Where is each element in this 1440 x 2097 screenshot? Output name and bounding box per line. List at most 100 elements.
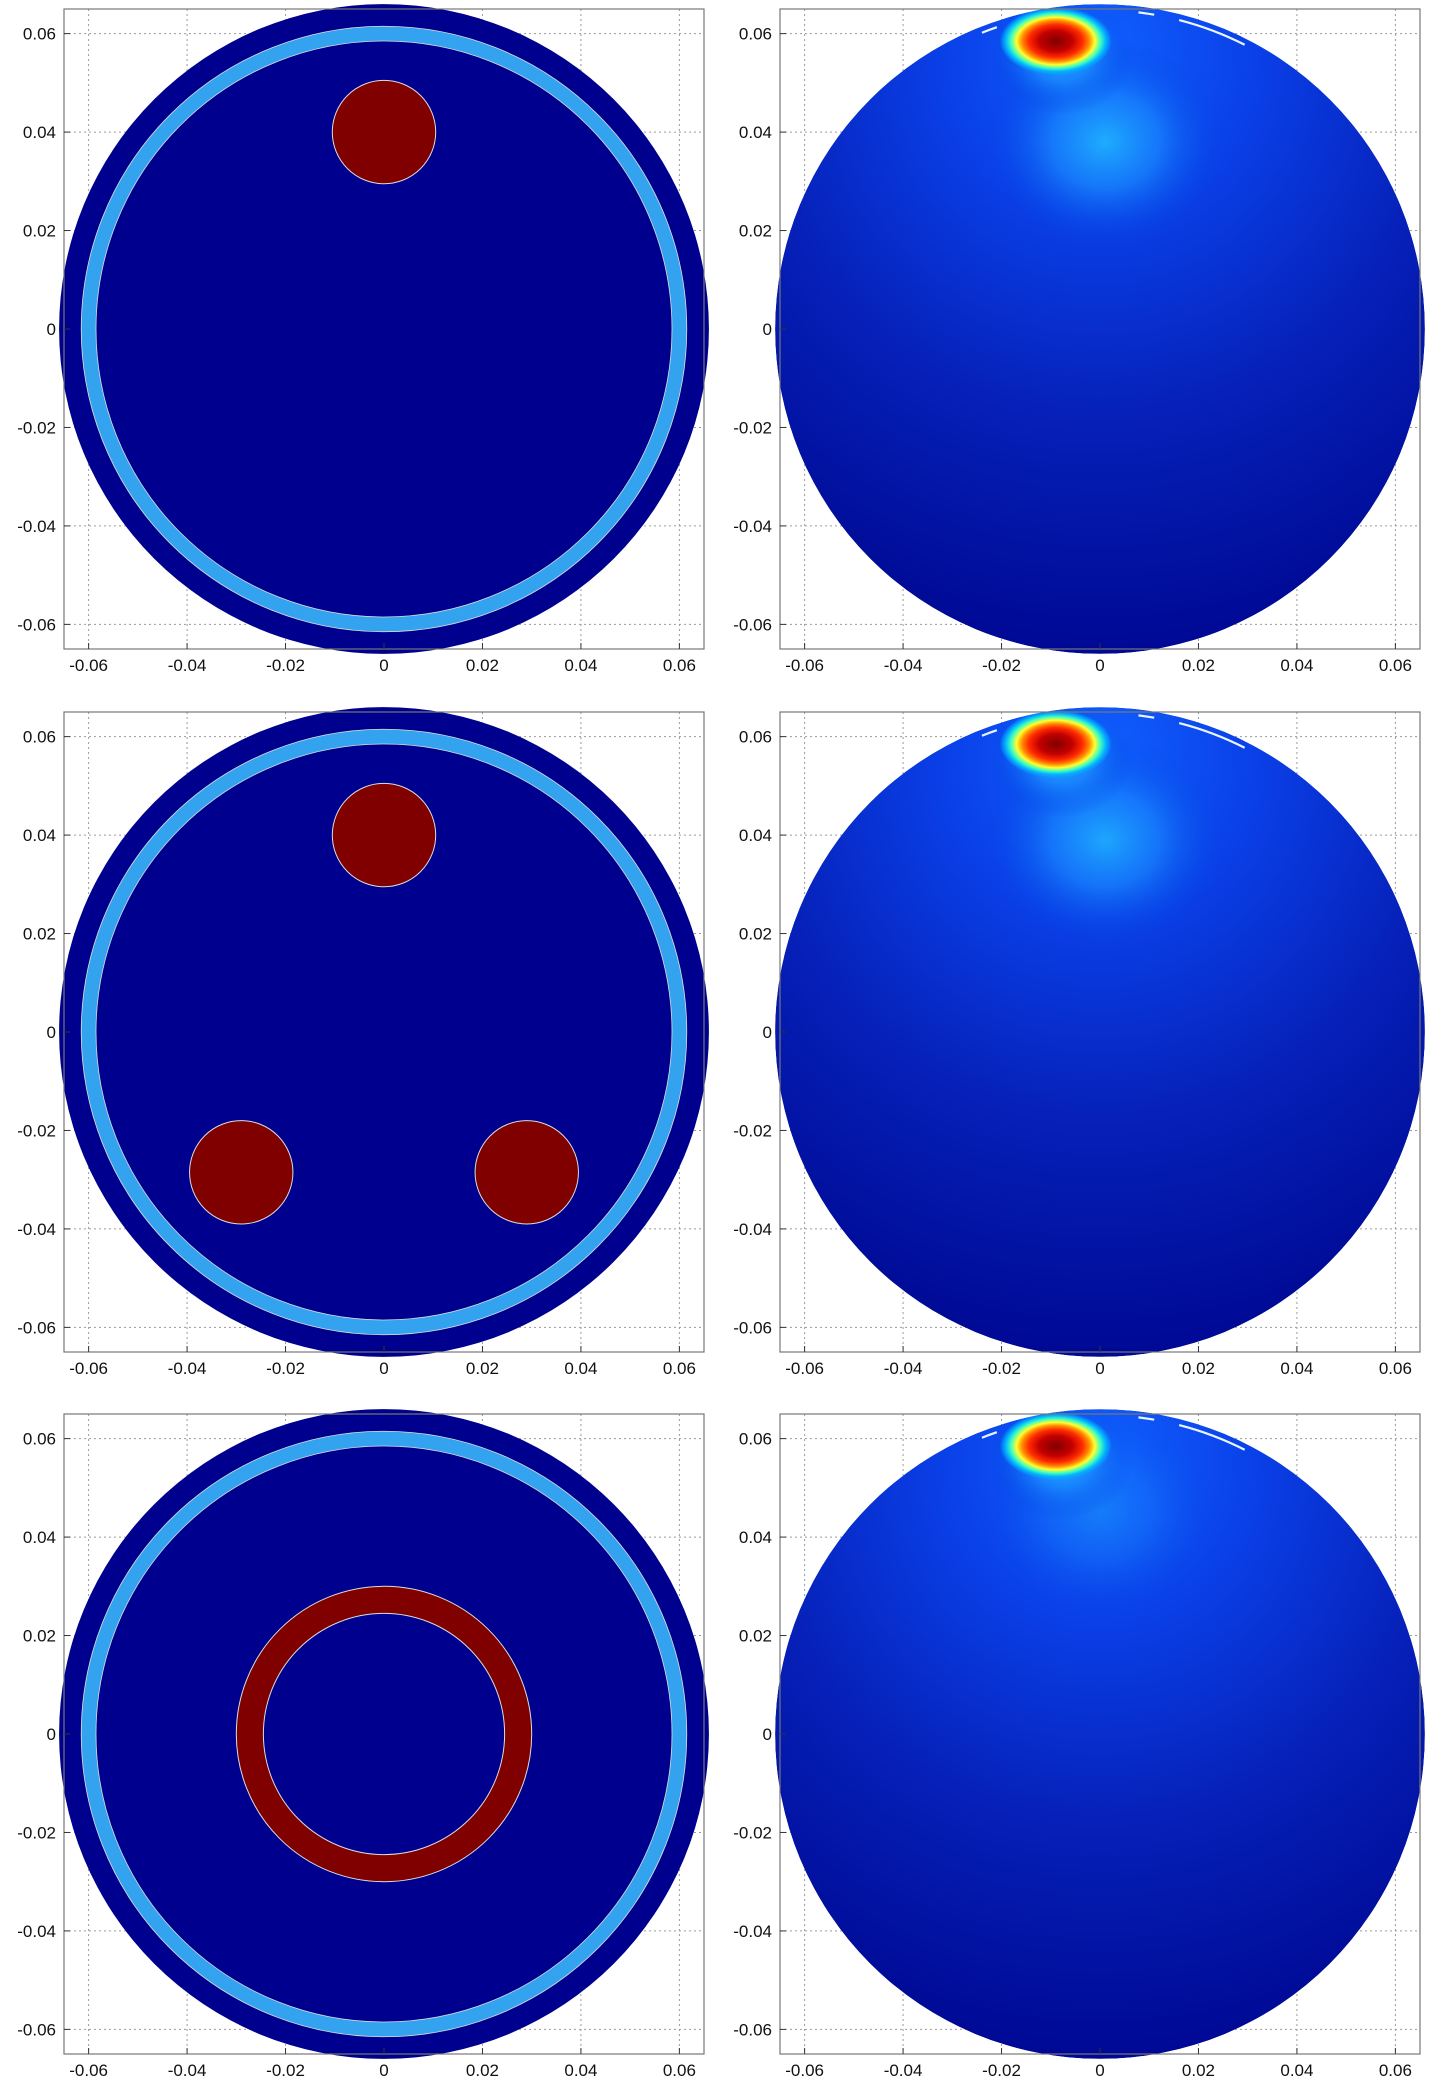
x-tick-label: 0 [379,2061,388,2080]
inclusion-disk [331,79,437,185]
y-tick-label: 0 [763,320,772,339]
y-tick-label: 0.06 [739,728,772,747]
x-tick-label: 0.02 [466,656,499,675]
y-tick-label: 0.04 [23,1528,56,1547]
y-tick-label: 0 [47,1023,56,1042]
panel-4: -0.06 -0.04 -0.02 0 0.02 0.04 0.06 0.06 0.04 0.02… [733,707,1425,1378]
x-tick-label: -0.02 [266,2061,305,2080]
field-background [775,707,1425,1357]
x-tick-label: 0.04 [564,2061,597,2080]
y-tick-label: 0.04 [23,123,56,142]
domain-disk [59,4,709,654]
rim-arc-segment [1178,721,1246,749]
x-tick-label: 0.06 [1379,2061,1412,2080]
x-tick-label: 0 [1095,1359,1104,1378]
field-background [775,1409,1425,2059]
x-tick-label: -0.04 [168,2061,207,2080]
panel-2: -0.06 -0.04 -0.02 0 0.02 0.04 0.06 0.06 0.04 0.02… [733,4,1425,675]
x-tick-label: -0.04 [168,656,207,675]
skin-outer-edge [80,1430,688,2038]
hotspot [999,710,1112,778]
panel-3: -0.06 -0.04 -0.02 0 0.02 0.04 0.06 0.06 0.04 0.02… [17,707,709,1378]
rim-arc-segment [1178,18,1246,46]
skin-layer-ring [81,729,687,1335]
x-tick-label: -0.02 [982,656,1021,675]
y-tick-label: 0.04 [739,826,772,845]
rim-arc-segment [981,729,998,737]
x-tick-label: 0.06 [1379,1359,1412,1378]
y-tick-label: -0.02 [17,418,56,437]
x-tick-label: -0.02 [266,1359,305,1378]
annulus-inner-edge [262,1612,506,1856]
rim-arc-segment [981,1431,998,1439]
hotspot [999,7,1112,75]
x-tick-label: -0.02 [982,2061,1021,2080]
x-tick-label: 0.06 [663,2061,696,2080]
inclusion-disk [331,782,437,888]
x-tick-label: -0.06 [785,2061,824,2080]
rim-arc-segment [1138,11,1155,16]
y-tick-label: 0 [763,1725,772,1744]
x-tick-label: -0.02 [982,1359,1021,1378]
y-tick-label: -0.04 [733,1922,772,1941]
x-tick-label: 0.04 [564,656,597,675]
y-tick-label: 0.04 [23,826,56,845]
rim-arc-segment [981,26,998,34]
x-tick-label: 0.02 [1182,1359,1215,1378]
hotspot [999,1412,1112,1480]
y-tick-label: -0.06 [733,2020,772,2039]
panel-6: -0.06 -0.04 -0.02 0 0.02 0.04 0.06 0.06 0.04 0.02… [733,1409,1425,2080]
x-tick-label: 0.02 [1182,2061,1215,2080]
y-tick-label: -0.02 [733,1823,772,1842]
panel-5: -0.06 -0.04 -0.02 0 0.02 0.04 0.06 0.06 0.04 0.02… [17,1409,709,2080]
x-tick-label: 0.06 [663,656,696,675]
x-tick-label: 0.02 [1182,656,1215,675]
y-tick-label: 0.06 [23,25,56,44]
y-tick-label: -0.06 [17,1318,56,1337]
y-tick-label: 0.04 [739,123,772,142]
inclusion-disk [189,1120,294,1225]
x-tick-label: 0.06 [663,1359,696,1378]
y-tick-label: 0.02 [23,1627,56,1646]
y-tick-label: 0 [763,1023,772,1042]
y-tick-label: 0.02 [739,1627,772,1646]
y-tick-label: 0.02 [23,925,56,944]
panel-1: -0.06 -0.04 -0.02 0 0.02 0.04 0.06 0.06 0.04 0.02… [17,4,709,675]
y-tick-label: 0.06 [23,728,56,747]
skin-outer-edge [80,25,688,633]
y-tick-label: -0.04 [733,1220,772,1239]
rim-arc-segment [1178,1423,1246,1451]
y-tick-label: -0.04 [17,1922,56,1941]
x-tick-label: -0.06 [785,1359,824,1378]
field-background [775,4,1425,654]
field-map [775,4,1425,654]
x-tick-label: -0.04 [168,1359,207,1378]
x-tick-label: -0.04 [884,656,923,675]
y-tick-label: 0.06 [739,25,772,44]
y-tick-label: 0.02 [23,222,56,241]
x-tick-label: 0 [379,1359,388,1378]
field-map [775,707,1425,1357]
skin-layer-ring [81,1431,687,2037]
annulus-outer-edge [235,1585,533,1883]
inclusion-disk [474,1120,579,1225]
x-tick-label: 0.04 [1280,1359,1313,1378]
x-tick-label: -0.04 [884,1359,923,1378]
y-tick-label: 0.06 [23,1430,56,1449]
y-tick-label: -0.06 [17,2020,56,2039]
x-tick-label: -0.04 [884,2061,923,2080]
domain-disk [59,1409,709,2059]
rim-arc-segment [1138,1416,1155,1421]
skin-inner-edge [95,1445,673,2023]
y-tick-label: 0.02 [739,925,772,944]
y-tick-label: -0.04 [17,517,56,536]
skin-layer-ring [81,26,687,632]
y-tick-label: -0.02 [17,1823,56,1842]
x-tick-label: 0.06 [1379,656,1412,675]
y-tick-label: -0.06 [17,615,56,634]
x-tick-label: 0 [1095,2061,1104,2080]
x-tick-label: -0.06 [69,656,108,675]
x-tick-label: 0.02 [466,2061,499,2080]
x-tick-label: -0.06 [69,2061,108,2080]
